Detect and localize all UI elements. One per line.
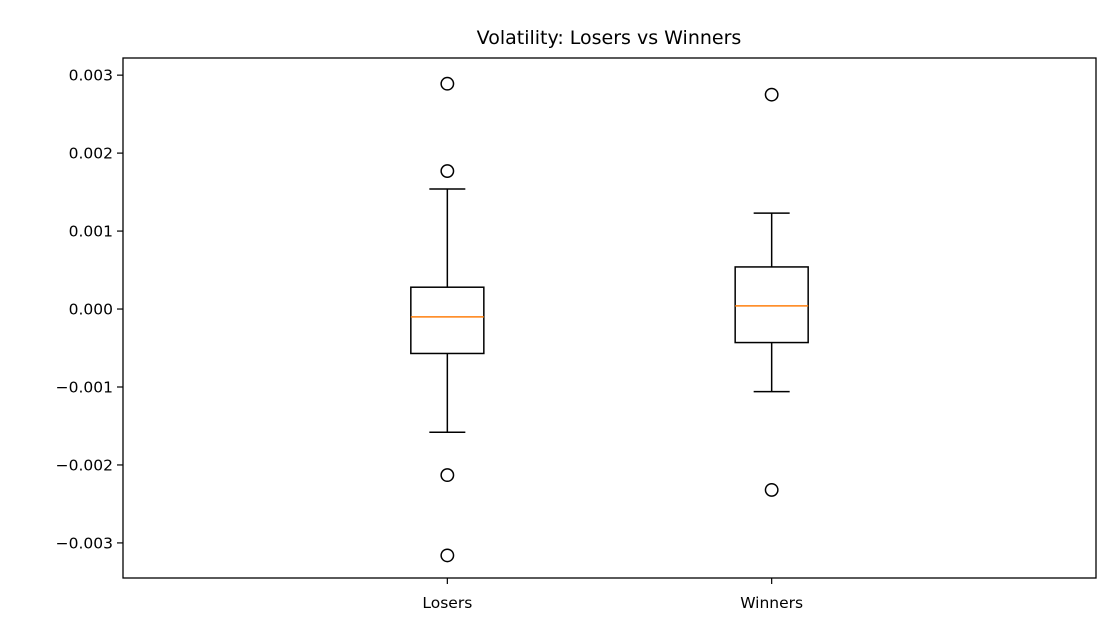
y-tick-label: 0.002 (69, 145, 113, 163)
x-tick-label: Losers (422, 594, 472, 612)
chart-title: Volatility: Losers vs Winners (477, 27, 742, 49)
outlier-point (764, 482, 779, 497)
plot-area (410, 76, 809, 563)
outlier-point (440, 468, 455, 483)
y-tick-label: −0.002 (56, 456, 113, 474)
plot-frame (122, 57, 1097, 579)
box-group-winners (734, 87, 809, 497)
box-group-losers (410, 76, 485, 563)
y-tick-label: −0.001 (56, 378, 113, 396)
y-tick-label: 0.003 (69, 67, 113, 85)
outlier-point (440, 164, 455, 178)
y-tick-label: 0.000 (69, 301, 113, 319)
y-tick-label: −0.003 (56, 534, 113, 552)
y-tick-label: 0.001 (69, 223, 113, 241)
outlier-point (440, 76, 455, 91)
iqr-box (734, 266, 809, 344)
outlier-point (764, 87, 779, 102)
outlier-point (440, 548, 455, 563)
iqr-box (410, 286, 485, 355)
axes: −0.003 −0.002 −0.001 0.000 0.001 0.002 0.003 Lo… (56, 57, 1097, 612)
x-tick-label: Winners (740, 594, 803, 612)
